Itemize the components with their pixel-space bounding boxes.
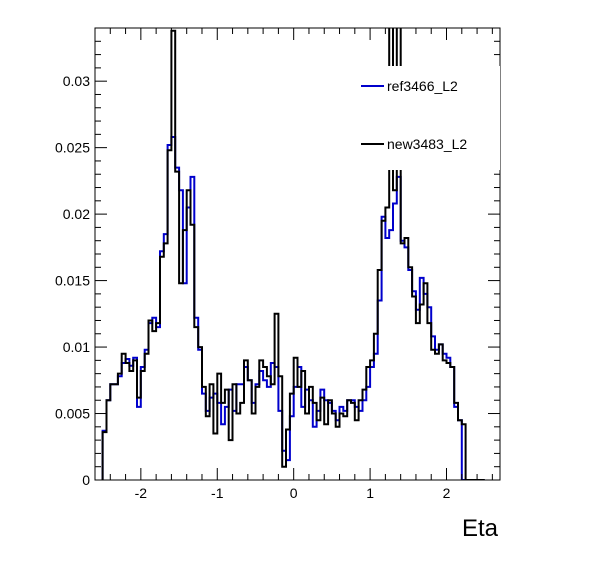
legend-label-new3483_L2: new3483_L2 — [387, 136, 467, 152]
legend-label-ref3466_L2: ref3466_L2 — [387, 78, 458, 94]
series-new3483_L2-line — [101, 28, 485, 480]
x-tick-label: 0 — [290, 485, 298, 501]
y-tick-label: 0.015 — [55, 273, 90, 289]
y-tick-label: 0.02 — [63, 206, 90, 222]
x-tick-label: 1 — [366, 485, 374, 501]
plot-area — [101, 28, 485, 480]
legend: ref3466_L2 new3483_L2 — [358, 66, 500, 170]
y-tick-label: 0.03 — [63, 73, 90, 89]
axes: -2 -1 0 1 2 0 0.005 0.01 0.015 0.02 0.025 0.03 — [55, 27, 501, 501]
y-tick-label: 0.005 — [55, 406, 90, 422]
legend-box — [358, 66, 500, 170]
x-tick-label: -2 — [135, 485, 148, 501]
x-axis-title: Eta — [462, 515, 499, 542]
y-tick-label: 0.025 — [55, 140, 90, 156]
x-tick-label: 2 — [443, 485, 451, 501]
y-tick-label: 0.01 — [63, 339, 90, 355]
y-tick-label: 0 — [82, 472, 90, 488]
x-tick-label: -1 — [211, 485, 224, 501]
